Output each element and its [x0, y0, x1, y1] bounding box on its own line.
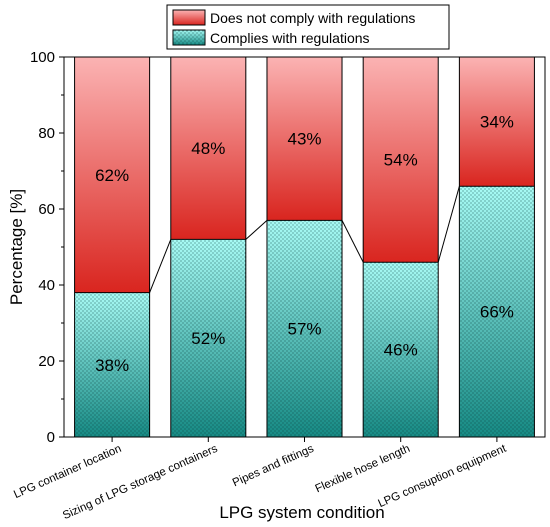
bar-noncomply-4 — [459, 57, 535, 187]
legend-frame — [166, 4, 450, 50]
y-axis-title: Percentage [%] — [7, 189, 26, 305]
data-label-comply-1: 52% — [191, 329, 225, 348]
x-tick-label-2: Pipes and fittings — [231, 443, 316, 490]
legend-swatch-comply-dots — [173, 30, 205, 45]
bar-comply-pattern-1 — [170, 239, 246, 437]
bar-comply-pattern-3 — [363, 262, 439, 437]
legend-label-comply: Complies with regulations — [210, 30, 370, 46]
y-tick-label-0: 0 — [47, 429, 55, 446]
data-label-comply-4: 66% — [480, 303, 514, 322]
bar-comply-pattern-4 — [459, 186, 535, 437]
data-label-comply-0: 38% — [95, 356, 129, 375]
bars-layer — [74, 56, 535, 438]
data-label-noncomply-0: 62% — [95, 166, 129, 185]
y-axis: 0 20 40 60 80 100 — [30, 49, 64, 446]
connector-line-2 — [341, 220, 364, 263]
connector-line-3 — [437, 186, 460, 263]
x-axis-title: LPG system condition — [219, 503, 384, 522]
y-tick-label-4: 80 — [38, 125, 55, 142]
x-tick-label-3: Flexible hose length — [314, 443, 412, 496]
data-label-noncomply-4: 34% — [480, 113, 514, 132]
x-tick-label-1: Sizing of LPG storage containers — [61, 443, 220, 522]
bar-noncomply-2 — [266, 57, 343, 221]
bar-noncomply-3 — [363, 57, 439, 263]
data-label-comply-2: 57% — [287, 320, 321, 339]
data-label-comply-3: 46% — [384, 341, 418, 360]
connector-line-0 — [149, 239, 172, 293]
data-labels: 38% 62% 52% 48% 57% 43% 46% 54% 66% 34% — [95, 113, 514, 375]
legend-label-noncomply: Does not comply with regulations — [210, 10, 415, 26]
bar-noncomply-0 — [74, 57, 150, 293]
connector-lines — [149, 186, 460, 293]
y-tick-label-1: 20 — [38, 353, 55, 370]
bar-noncomply-1 — [170, 57, 246, 240]
y-tick-label-5: 100 — [30, 49, 55, 66]
y-tick-label-2: 40 — [38, 277, 55, 294]
legend-swatch-noncomply — [172, 9, 206, 26]
y-tick-label-3: 60 — [38, 201, 55, 218]
bar-comply-pattern-2 — [266, 220, 343, 437]
bar-comply-pattern-0 — [74, 292, 150, 437]
data-label-noncomply-3: 54% — [384, 151, 418, 170]
connector-line-1 — [245, 220, 268, 240]
data-label-noncomply-1: 48% — [191, 139, 225, 158]
legend: Does not comply with regulations Complie… — [166, 4, 450, 50]
data-label-noncomply-2: 43% — [287, 130, 321, 149]
